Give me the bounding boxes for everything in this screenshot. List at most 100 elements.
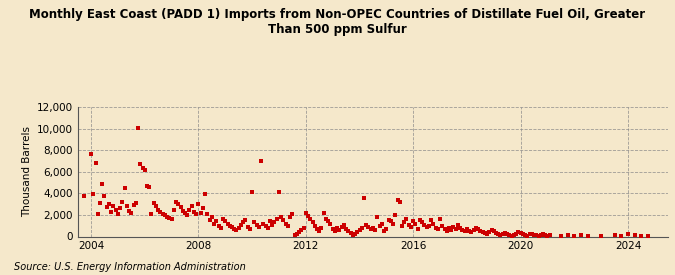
Point	[106, 210, 117, 214]
Point	[399, 220, 410, 225]
Point	[142, 184, 153, 188]
Point	[533, 234, 544, 238]
Text: Source: U.S. Energy Information Administration: Source: U.S. Energy Information Administ…	[14, 262, 245, 272]
Point	[198, 206, 209, 211]
Point	[372, 215, 383, 219]
Point	[401, 217, 412, 221]
Point	[267, 222, 277, 227]
Point	[137, 165, 148, 170]
Point	[336, 225, 347, 229]
Point	[542, 234, 553, 238]
Point	[374, 224, 385, 228]
Point	[273, 190, 284, 194]
Point	[345, 231, 356, 235]
Point	[377, 221, 387, 226]
Point	[508, 233, 519, 238]
Point	[146, 212, 157, 216]
Point	[155, 210, 166, 214]
Point	[263, 226, 273, 230]
Point	[184, 207, 195, 212]
Point	[289, 233, 300, 238]
Point	[200, 192, 211, 197]
Point	[479, 231, 490, 235]
Point	[430, 226, 441, 230]
Point	[392, 198, 403, 202]
Point	[334, 228, 345, 232]
Point	[211, 219, 222, 224]
Point	[520, 233, 531, 238]
Point	[148, 201, 159, 205]
Point	[466, 230, 477, 234]
Point	[576, 233, 587, 238]
Point	[443, 226, 454, 230]
Point	[191, 212, 202, 216]
Point	[238, 220, 248, 225]
Point	[356, 226, 367, 230]
Point	[522, 234, 533, 238]
Point	[475, 229, 486, 233]
Point	[256, 159, 267, 163]
Point	[448, 225, 459, 229]
Point	[166, 217, 177, 221]
Point	[298, 226, 309, 230]
Point	[348, 233, 358, 238]
Point	[343, 229, 354, 233]
Point	[636, 234, 647, 238]
Point	[135, 162, 146, 167]
Point	[169, 207, 180, 212]
Point	[412, 227, 423, 231]
Point	[383, 218, 394, 222]
Point	[302, 214, 313, 218]
Point	[151, 204, 161, 208]
Point	[202, 212, 213, 216]
Point	[435, 217, 446, 221]
Point	[224, 224, 235, 228]
Point	[278, 218, 289, 222]
Point	[524, 232, 535, 236]
Point	[437, 224, 448, 228]
Point	[404, 222, 414, 227]
Point	[220, 219, 231, 224]
Point	[175, 205, 186, 210]
Point	[247, 190, 258, 194]
Point	[379, 229, 389, 233]
Point	[477, 230, 488, 234]
Point	[387, 221, 398, 226]
Point	[280, 221, 291, 226]
Point	[408, 219, 418, 224]
Point	[258, 221, 269, 226]
Point	[287, 212, 298, 216]
Point	[562, 233, 573, 238]
Point	[341, 227, 352, 231]
Point	[363, 225, 374, 229]
Point	[491, 231, 502, 235]
Point	[433, 227, 443, 231]
Point	[535, 233, 546, 238]
Point	[350, 232, 360, 236]
Point	[117, 200, 128, 204]
Point	[327, 227, 338, 231]
Point	[544, 233, 555, 238]
Point	[260, 224, 271, 228]
Point	[495, 233, 506, 238]
Point	[236, 222, 246, 227]
Point	[515, 231, 526, 235]
Point	[305, 217, 316, 221]
Point	[526, 232, 537, 236]
Point	[331, 226, 342, 230]
Point	[231, 228, 242, 232]
Point	[464, 229, 475, 233]
Point	[419, 222, 430, 227]
Point	[164, 216, 175, 220]
Point	[421, 225, 432, 229]
Point	[462, 227, 472, 231]
Point	[110, 207, 121, 212]
Point	[249, 220, 260, 225]
Point	[79, 193, 90, 198]
Point	[180, 211, 190, 215]
Point	[86, 151, 97, 156]
Point	[242, 225, 253, 229]
Point	[178, 208, 188, 213]
Point	[251, 222, 262, 227]
Point	[455, 226, 466, 230]
